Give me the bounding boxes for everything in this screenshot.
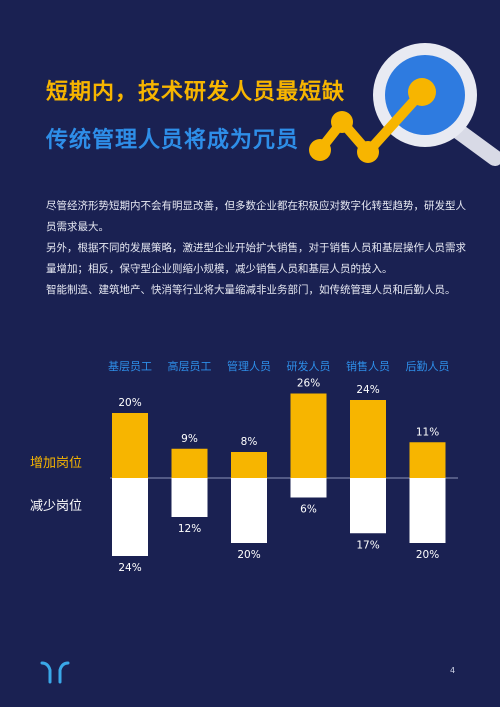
increase-bar: [350, 400, 386, 478]
increase-bar: [112, 413, 148, 478]
page-title: 短期内，技术研发人员最短缺: [46, 80, 346, 105]
category-label: 研发人员: [287, 359, 331, 373]
increase-row-label: 增加岗位: [30, 456, 83, 471]
decrease-bar: [409, 478, 446, 543]
increase-value-label: 9%: [181, 433, 198, 445]
increase-bar: [290, 393, 327, 478]
category-label: 高层员工: [168, 359, 212, 373]
increase-value-label: 20%: [118, 397, 141, 409]
page-number: 4: [450, 666, 456, 675]
position-change-chart: 基层员工 20% 24% 高层员工 9% 12% 管理人员 8% 20% 研发人员 26% 6% 销售人…: [108, 359, 458, 574]
decrease-row-label: 减少岗位: [30, 499, 83, 514]
paragraph: 尽管经济形势短期内不会有明显改善，但多数企业都在积极应对数字化转型趋势，研发型人…: [46, 200, 466, 233]
decrease-bar: [171, 478, 208, 517]
category-label: 管理人员: [227, 359, 271, 373]
increase-value-label: 8%: [241, 436, 258, 448]
category-label: 后勤人员: [406, 360, 450, 373]
trend-line-icon: [309, 78, 436, 163]
decrease-bar: [350, 478, 386, 534]
paragraph: 另外，根据不同的发展策略，激进型企业开始扩大销售，对于销售人员和基层操作人员需求…: [46, 242, 466, 275]
decrease-value-label: 17%: [356, 539, 379, 551]
decrease-value-label: 24%: [118, 562, 141, 574]
paragraph: 智能制造、建筑地产、快消等行业将大量缩减非业务部门，如传统管理人员和后勤人员。: [46, 284, 456, 296]
increase-value-label: 26%: [297, 378, 320, 390]
increase-value-label: 24%: [356, 384, 379, 396]
increase-bar: [231, 452, 267, 478]
decrease-bar: [112, 478, 148, 556]
decrease-bar: [290, 478, 327, 498]
body-text: 尽管经济形势短期内不会有明显改善，但多数企业都在积极应对数字化转型趋势，研发型人…: [46, 196, 466, 301]
magnifier-growth-illustration: [309, 43, 500, 166]
decrease-value-label: 12%: [178, 523, 201, 535]
decrease-bar: [231, 478, 267, 543]
category-label: 销售人员: [346, 359, 390, 373]
decrease-value-label: 20%: [416, 549, 439, 561]
decrease-value-label: 20%: [237, 549, 260, 561]
magnifier-icon: [373, 43, 500, 166]
increase-bar: [171, 448, 208, 478]
brand-logo-icon: [40, 661, 70, 684]
page-subtitle: 传统管理人员将成为冗员: [46, 128, 300, 153]
category-label: 基层员工: [108, 360, 152, 373]
decrease-value-label: 6%: [300, 504, 317, 516]
increase-bar: [409, 442, 446, 478]
increase-value-label: 11%: [416, 426, 439, 438]
